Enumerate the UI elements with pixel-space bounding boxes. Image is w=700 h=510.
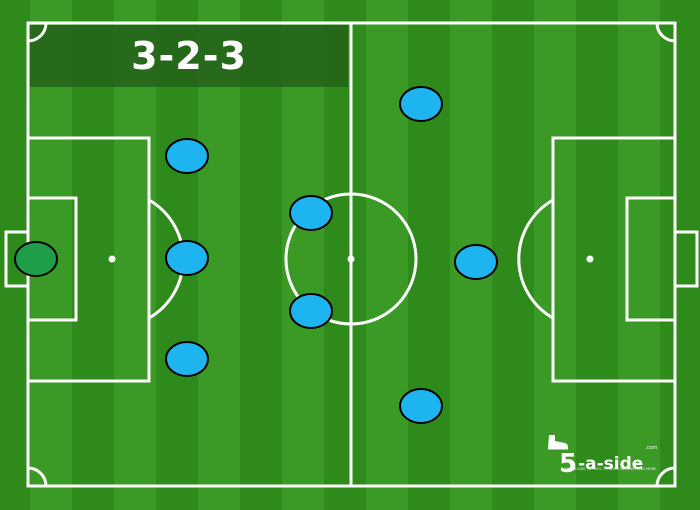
player-marker-defender-bottom — [165, 341, 209, 377]
right-penalty-spot — [586, 255, 594, 263]
player-marker-defender-top — [165, 138, 209, 174]
player-marker-midfielder-top — [289, 195, 333, 231]
centre-circle — [284, 192, 418, 326]
pitch-spots — [108, 255, 594, 263]
corner-arc-bottom-right — [655, 466, 676, 487]
player-marker-forward-top — [399, 86, 443, 122]
right-penalty-arc — [517, 198, 554, 320]
player-marker-forward-bottom — [399, 388, 443, 424]
boot-icon — [548, 435, 568, 450]
player-marker-defender-centre — [165, 240, 209, 276]
player-marker-forward-centre — [454, 244, 498, 280]
formation-title-panel — [30, 25, 348, 87]
player-marker-midfielder-bottom — [289, 293, 333, 329]
five-a-side-logo: 5-a-side .com FIVE-A-SIDE TACTICS, FITNE… — [545, 432, 665, 479]
players-layer — [14, 86, 498, 424]
logo-number: 5 — [559, 449, 578, 479]
corner-arc-top-left — [27, 22, 48, 43]
logo-wordmark: 5-a-side — [559, 446, 644, 479]
logo-tld: .com — [645, 445, 658, 451]
logo-tagline: FIVE-A-SIDE TACTICS, FITNESS, REVIEWS AN… — [565, 467, 657, 471]
logo-text: -a-side — [578, 454, 644, 474]
right-goal — [673, 230, 699, 288]
corner-arc-top-right — [655, 22, 676, 43]
left-penalty-spot — [108, 255, 116, 263]
goalkeeper-marker — [14, 241, 58, 277]
corner-arc-bottom-left — [27, 466, 48, 487]
centre-spot — [347, 255, 355, 263]
formation-title: 3-2-3 — [131, 34, 247, 78]
